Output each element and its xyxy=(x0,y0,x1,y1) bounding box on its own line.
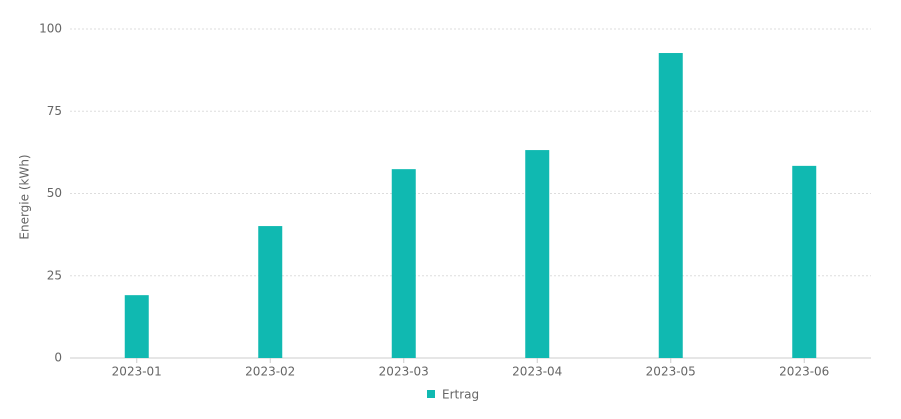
x-tick-label: 2023-01 xyxy=(112,365,162,379)
x-tick-label: 2023-04 xyxy=(512,365,562,379)
bar xyxy=(658,53,683,358)
bar xyxy=(124,295,149,358)
bar xyxy=(391,169,416,358)
bar xyxy=(792,165,817,358)
x-tick-label: 2023-05 xyxy=(646,365,696,379)
y-tick-label: 0 xyxy=(54,351,62,365)
y-tick-label: 25 xyxy=(47,268,62,282)
y-tick-label: 100 xyxy=(39,22,62,36)
bar xyxy=(258,226,283,358)
x-tick-label: 2023-02 xyxy=(245,365,295,379)
y-tick-label: 50 xyxy=(47,186,62,200)
y-tick-label: 75 xyxy=(47,104,62,118)
bar xyxy=(525,150,550,358)
y-axis-title: Energie (kWh) xyxy=(18,154,32,239)
x-tick-label: 2023-06 xyxy=(779,365,829,379)
x-tick-label: 2023-03 xyxy=(379,365,429,379)
legend-label: Ertrag xyxy=(442,388,479,402)
legend-swatch xyxy=(427,390,435,398)
